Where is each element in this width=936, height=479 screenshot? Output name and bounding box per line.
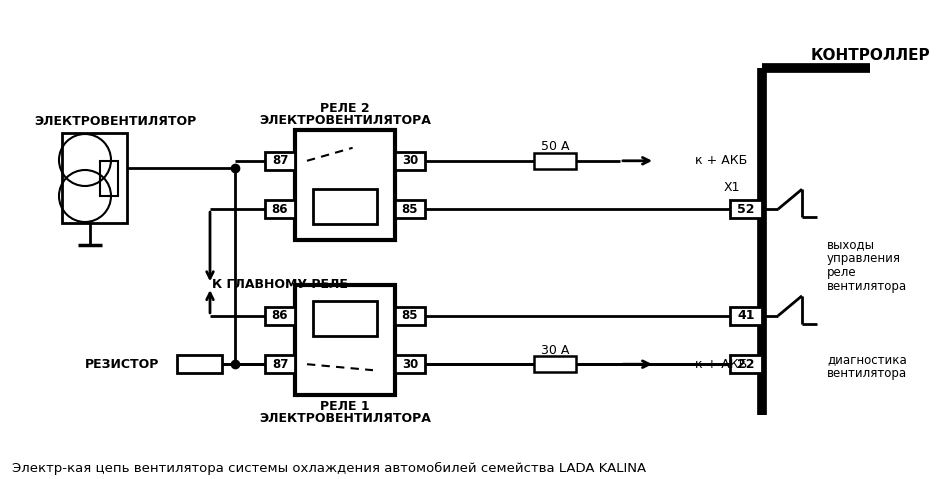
Bar bbox=[63, 133, 127, 223]
Text: 85: 85 bbox=[402, 309, 417, 322]
Text: 86: 86 bbox=[271, 203, 288, 216]
Text: 85: 85 bbox=[402, 203, 417, 216]
Text: реле: реле bbox=[826, 266, 856, 279]
Bar bbox=[313, 301, 376, 336]
Text: к + АКБ: к + АКБ bbox=[695, 358, 746, 371]
Bar bbox=[177, 355, 222, 373]
Bar bbox=[395, 152, 425, 170]
Bar bbox=[729, 200, 761, 218]
Text: 87: 87 bbox=[271, 358, 288, 371]
Text: КОНТРОЛЛЕР: КОНТРОЛЛЕР bbox=[810, 47, 929, 62]
Text: 30 А: 30 А bbox=[540, 344, 568, 357]
Text: 30: 30 bbox=[402, 154, 417, 167]
Text: РЕЛЕ 2: РЕЛЕ 2 bbox=[320, 102, 370, 114]
Bar bbox=[295, 130, 395, 240]
Text: К ГЛАВНОМУ РЕЛЕ: К ГЛАВНОМУ РЕЛЕ bbox=[212, 278, 347, 291]
Text: выходы: выходы bbox=[826, 238, 874, 251]
Text: диагностика: диагностика bbox=[826, 353, 906, 365]
Text: 22: 22 bbox=[737, 358, 753, 371]
Text: 87: 87 bbox=[271, 154, 288, 167]
Text: ЭЛЕКТРОВЕНТИЛЯТОРА: ЭЛЕКТРОВЕНТИЛЯТОРА bbox=[258, 412, 431, 425]
Text: РЕЛЕ 1: РЕЛЕ 1 bbox=[320, 400, 370, 413]
Bar bbox=[265, 200, 295, 218]
Text: 50 А: 50 А bbox=[540, 140, 569, 153]
Text: ЭЛЕКТРОВЕНТИЛЯТОРА: ЭЛЕКТРОВЕНТИЛЯТОРА bbox=[258, 114, 431, 126]
Bar bbox=[395, 200, 425, 218]
Bar bbox=[313, 189, 376, 224]
Bar bbox=[395, 355, 425, 373]
Bar bbox=[534, 153, 576, 169]
Text: Х1: Х1 bbox=[723, 181, 739, 194]
Text: 30: 30 bbox=[402, 358, 417, 371]
Text: РЕЗИСТОР: РЕЗИСТОР bbox=[85, 358, 159, 371]
Bar bbox=[729, 307, 761, 325]
Bar bbox=[265, 355, 295, 373]
Text: ЭЛЕКТРОВЕНТИЛЯТОР: ЭЛЕКТРОВЕНТИЛЯТОР bbox=[34, 114, 196, 127]
Text: 86: 86 bbox=[271, 309, 288, 322]
Text: управления: управления bbox=[826, 252, 900, 265]
Bar bbox=[265, 307, 295, 325]
Bar bbox=[265, 152, 295, 170]
Bar bbox=[729, 355, 761, 373]
Text: 52: 52 bbox=[737, 203, 753, 216]
Bar bbox=[100, 160, 118, 195]
Bar bbox=[395, 307, 425, 325]
Text: 41: 41 bbox=[737, 309, 753, 322]
Bar bbox=[534, 356, 576, 372]
Text: Электр-кая цепь вентилятора системы охлаждения автомобилей семейства LADA KALINA: Электр-кая цепь вентилятора системы охла… bbox=[12, 461, 646, 475]
Bar bbox=[295, 285, 395, 395]
Text: вентилятора: вентилятора bbox=[826, 280, 906, 293]
Text: к + АКБ: к + АКБ bbox=[695, 154, 746, 167]
Text: вентилятора: вентилятора bbox=[826, 367, 906, 380]
